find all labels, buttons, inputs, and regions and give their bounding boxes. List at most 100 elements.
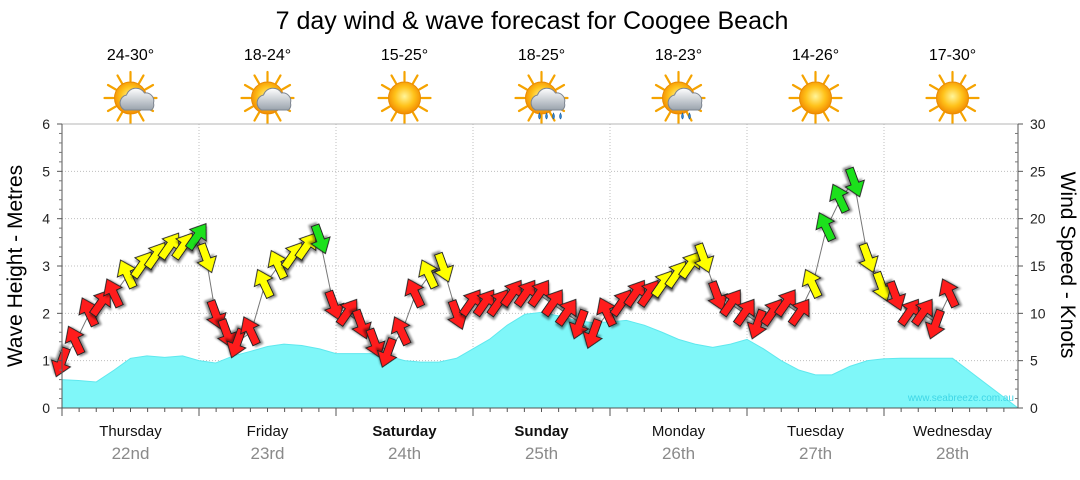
sun-disc: [388, 81, 421, 115]
watermark: www.seabreeze.com.au: [907, 393, 1014, 404]
y-tick-label-left: 1: [42, 353, 50, 369]
chart-title: 7 day wind & wave forecast for Coogee Be…: [276, 7, 789, 35]
wind-arrow: [582, 318, 604, 350]
weather-row: 24-30° 18-24° 15-25° 18-25° 18-23° 14-26° 17-3…: [103, 47, 980, 126]
wind-arrow-shape: [707, 280, 729, 312]
y-tick-label-right: 25: [1030, 163, 1046, 179]
sun-ray: [791, 105, 802, 113]
y-axis-right-label: Wind Speed - Knots: [1056, 172, 1079, 359]
wind-arrow-shape: [294, 232, 317, 261]
date-label: 23rd: [250, 444, 284, 463]
wind-arrow: [732, 298, 755, 327]
axes: 0 1 2 3 4 5 6 0 5 10 15 20 25 30 Thursday 22nd Friday 23r…: [42, 116, 1046, 463]
sun-ray: [527, 74, 535, 85]
sun-ray: [555, 83, 566, 91]
wind-arrow: [323, 289, 345, 321]
sun-disc: [936, 81, 969, 115]
sun-ray: [411, 74, 419, 85]
wind-arrow: [938, 278, 960, 309]
wind-arrow: [885, 280, 907, 312]
sun-ray: [253, 74, 261, 85]
wind-arrow-shape: [938, 278, 960, 309]
sun-ray: [654, 105, 665, 113]
wind-arrow-shape: [390, 316, 412, 347]
wind-arrow: [50, 346, 72, 378]
sun-ray: [966, 105, 977, 113]
wind-arrow-shape: [885, 280, 907, 312]
sun-cloud-icon: [103, 70, 158, 126]
y-tick-label-left: 0: [42, 400, 50, 416]
temperature-label: 18-24°: [244, 47, 291, 64]
wind-arrow: [64, 325, 86, 356]
sun-ray: [137, 111, 145, 122]
sun-ray: [791, 83, 802, 91]
wave-area-shape: [61, 311, 1020, 409]
temperature-label: 15-25°: [381, 47, 428, 64]
wind-arrow-shape: [924, 308, 946, 340]
wind-arrow-shape: [103, 278, 124, 309]
cloud-shape: [530, 87, 566, 111]
sun-ray: [938, 111, 946, 122]
sun-ray: [959, 111, 967, 122]
sun-cloud-icon: [240, 70, 295, 126]
wind-arrow: [693, 242, 715, 274]
wind-arrow: [253, 268, 275, 300]
wind-arrows: [50, 166, 960, 378]
sun-ray: [829, 105, 840, 113]
sun-ray: [801, 74, 809, 85]
wind-arrow-shape: [418, 259, 439, 290]
temperature-label: 14-26°: [792, 47, 839, 64]
wind-arrow: [404, 278, 426, 309]
wind-arrow: [787, 298, 810, 327]
sun-ray: [966, 83, 977, 91]
date-label: 26th: [662, 444, 695, 463]
sun-ray: [106, 83, 117, 91]
sun-rain-cloud-icon: [514, 70, 569, 126]
wind-arrow-shape: [310, 223, 331, 255]
sun-ray: [654, 83, 665, 91]
sun-ray: [274, 111, 282, 122]
wave-area: [61, 311, 1020, 409]
day-label: Tuesday: [787, 423, 844, 440]
date-label: 22nd: [112, 444, 150, 463]
sun-ray: [664, 111, 672, 122]
sun-ray: [928, 83, 939, 91]
wind-arrow-shape: [64, 325, 86, 356]
sun-ray: [664, 74, 672, 85]
wind-arrow-shape: [732, 298, 755, 327]
wind-arrow: [924, 308, 946, 340]
rain-drop-icon: [538, 112, 541, 120]
wind-arrow-shape: [216, 318, 238, 350]
wind-arrow-shape: [433, 251, 455, 283]
wind-arrow: [390, 316, 412, 347]
y-tick-label-right: 30: [1030, 116, 1046, 132]
day-label: Sunday: [514, 423, 569, 440]
wind-arrow: [364, 327, 386, 359]
sun-ray: [801, 111, 809, 122]
rain-drop-icon: [688, 112, 691, 120]
sun-ray: [418, 83, 429, 91]
wind-arrow-shape: [858, 242, 879, 274]
sun-ray: [390, 111, 398, 122]
wind-arrow-shape: [910, 298, 933, 327]
cloud-icon: [119, 87, 155, 111]
wind-arrow-shape: [404, 278, 426, 309]
wind-arrow-shape: [829, 183, 850, 214]
day-label: Friday: [247, 423, 289, 440]
temperature-label: 24-30°: [107, 47, 154, 64]
wind-arrow-shape: [746, 308, 768, 340]
sun-icon: [377, 70, 432, 126]
wind-arrow-shape: [815, 211, 837, 243]
sun-ray: [527, 111, 535, 122]
sun-shower-cloud-icon: [651, 70, 706, 126]
y-tick-label-right: 15: [1030, 258, 1046, 274]
day-label: Monday: [652, 423, 706, 440]
day-label: Thursday: [99, 423, 162, 440]
cloud-shape: [256, 87, 292, 111]
wind-arrow: [184, 222, 207, 252]
sun-ray: [243, 105, 254, 113]
cloud-icon: [256, 87, 292, 111]
sun-ray: [822, 111, 830, 122]
wind-arrow-shape: [50, 346, 72, 378]
